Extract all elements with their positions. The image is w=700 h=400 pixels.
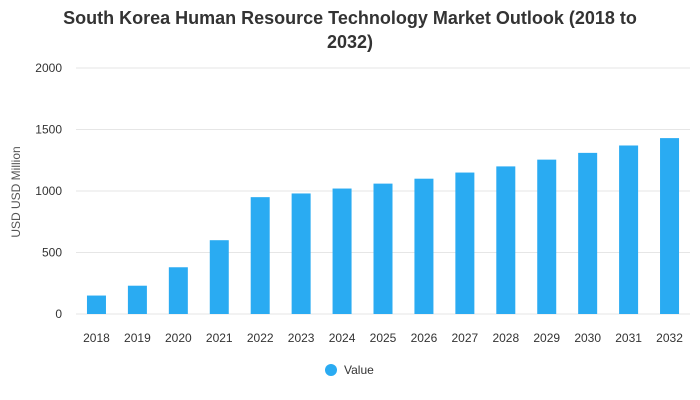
chart-title-line-2: 2032) xyxy=(327,32,373,52)
bar-2027[interactable] xyxy=(455,172,475,314)
bar-2025[interactable] xyxy=(373,183,393,314)
bar-2020[interactable] xyxy=(168,267,188,314)
y-tick-label: 500 xyxy=(42,246,62,260)
bar-2029[interactable] xyxy=(537,159,557,314)
bar-2030[interactable] xyxy=(578,152,598,314)
legend-label: Value xyxy=(344,363,374,377)
x-tick-label: 2020 xyxy=(165,331,192,345)
y-axis-label: USD USD Million xyxy=(9,146,23,237)
x-tick-label: 2029 xyxy=(533,331,560,345)
bars xyxy=(86,138,680,314)
bar-2026[interactable] xyxy=(414,178,434,314)
x-tick-label: 2031 xyxy=(615,331,642,345)
bar-2018[interactable] xyxy=(86,295,106,314)
y-tick-label: 1500 xyxy=(35,123,62,137)
x-tick-label: 2018 xyxy=(83,331,110,345)
bar-2024[interactable] xyxy=(332,188,352,314)
x-tick-label: 2023 xyxy=(288,331,315,345)
y-axis-ticks: 0 500 1000 1500 2000 xyxy=(35,61,62,321)
x-tick-label: 2025 xyxy=(370,331,397,345)
x-tick-label: 2021 xyxy=(206,331,233,345)
x-tick-label: 2026 xyxy=(411,331,438,345)
x-tick-label: 2019 xyxy=(124,331,151,345)
bar-2032[interactable] xyxy=(660,138,680,314)
y-tick-label: 1000 xyxy=(35,184,62,198)
y-tick-label: 0 xyxy=(55,307,62,321)
x-tick-label: 2022 xyxy=(247,331,274,345)
bar-2021[interactable] xyxy=(209,240,229,314)
y-tick-label: 2000 xyxy=(35,61,62,75)
chart-title-line-1: South Korea Human Resource Technology Ma… xyxy=(63,8,637,28)
x-tick-label: 2030 xyxy=(574,331,601,345)
x-axis-ticks: 2018 2019 2020 2021 2022 2023 2024 2025 2026 2027… xyxy=(83,331,683,345)
legend[interactable]: Value xyxy=(325,363,374,377)
bar-2028[interactable] xyxy=(496,166,516,314)
bar-2022[interactable] xyxy=(250,197,270,314)
legend-marker xyxy=(325,364,337,376)
bar-2031[interactable] xyxy=(619,145,639,314)
x-tick-label: 2028 xyxy=(492,331,519,345)
x-tick-label: 2032 xyxy=(656,331,683,345)
bar-2023[interactable] xyxy=(291,193,311,314)
x-tick-label: 2027 xyxy=(452,331,479,345)
x-tick-label: 2024 xyxy=(329,331,356,345)
bar-2019[interactable] xyxy=(127,285,147,314)
